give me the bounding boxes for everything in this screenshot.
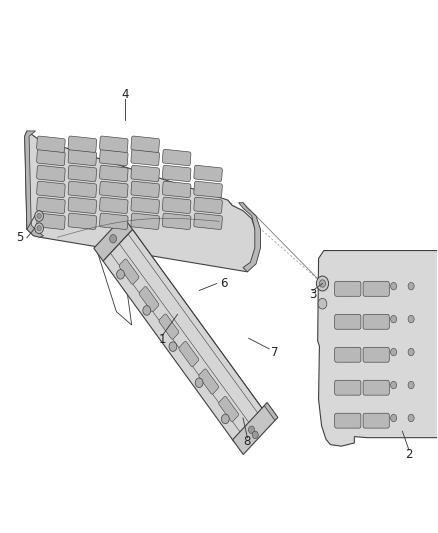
FancyBboxPatch shape — [99, 181, 128, 198]
FancyBboxPatch shape — [131, 181, 159, 198]
Circle shape — [117, 270, 124, 279]
Text: 6: 6 — [220, 277, 228, 290]
FancyBboxPatch shape — [194, 197, 223, 214]
Circle shape — [221, 414, 229, 424]
Circle shape — [391, 381, 397, 389]
Circle shape — [408, 316, 414, 323]
FancyBboxPatch shape — [162, 197, 191, 214]
FancyBboxPatch shape — [335, 413, 361, 428]
Polygon shape — [233, 402, 278, 455]
FancyBboxPatch shape — [363, 281, 389, 296]
FancyBboxPatch shape — [219, 397, 239, 422]
FancyBboxPatch shape — [194, 181, 223, 198]
Circle shape — [195, 378, 203, 387]
FancyBboxPatch shape — [37, 136, 65, 152]
Circle shape — [408, 381, 414, 389]
Circle shape — [391, 414, 397, 422]
Circle shape — [143, 306, 151, 315]
Circle shape — [37, 225, 41, 231]
FancyBboxPatch shape — [37, 197, 65, 214]
Circle shape — [169, 342, 177, 351]
FancyBboxPatch shape — [162, 149, 191, 166]
FancyBboxPatch shape — [131, 165, 159, 182]
FancyBboxPatch shape — [194, 213, 223, 230]
FancyBboxPatch shape — [68, 149, 97, 166]
FancyBboxPatch shape — [335, 314, 361, 329]
Polygon shape — [239, 203, 261, 272]
FancyBboxPatch shape — [99, 165, 128, 182]
Text: 3: 3 — [309, 288, 317, 301]
FancyBboxPatch shape — [162, 213, 191, 230]
FancyBboxPatch shape — [194, 165, 223, 182]
FancyBboxPatch shape — [179, 341, 199, 367]
Text: 7: 7 — [271, 346, 279, 359]
Circle shape — [318, 298, 327, 309]
FancyBboxPatch shape — [68, 197, 97, 214]
Circle shape — [316, 276, 328, 291]
Circle shape — [37, 213, 41, 219]
Circle shape — [248, 426, 254, 433]
FancyBboxPatch shape — [335, 380, 361, 395]
Text: 5: 5 — [16, 231, 23, 244]
FancyBboxPatch shape — [162, 165, 191, 182]
Circle shape — [252, 431, 258, 439]
FancyBboxPatch shape — [139, 286, 159, 312]
FancyBboxPatch shape — [68, 213, 97, 230]
FancyBboxPatch shape — [335, 281, 361, 296]
FancyBboxPatch shape — [37, 165, 65, 182]
Text: 2: 2 — [405, 448, 413, 461]
Polygon shape — [25, 131, 256, 272]
FancyBboxPatch shape — [335, 348, 361, 362]
Polygon shape — [25, 131, 43, 237]
FancyBboxPatch shape — [99, 136, 128, 152]
Circle shape — [319, 280, 325, 287]
FancyBboxPatch shape — [37, 213, 65, 230]
FancyBboxPatch shape — [131, 197, 159, 214]
FancyBboxPatch shape — [162, 181, 191, 198]
FancyBboxPatch shape — [363, 413, 389, 428]
FancyBboxPatch shape — [159, 314, 179, 339]
Circle shape — [408, 349, 414, 356]
Polygon shape — [264, 402, 278, 421]
FancyBboxPatch shape — [68, 165, 97, 182]
FancyBboxPatch shape — [37, 149, 65, 166]
FancyBboxPatch shape — [68, 136, 97, 152]
Circle shape — [110, 235, 117, 243]
FancyBboxPatch shape — [131, 149, 159, 166]
Circle shape — [35, 211, 43, 221]
Circle shape — [391, 316, 397, 323]
FancyBboxPatch shape — [99, 149, 128, 166]
FancyBboxPatch shape — [68, 181, 97, 198]
Polygon shape — [318, 251, 438, 446]
FancyBboxPatch shape — [363, 348, 389, 362]
Text: 8: 8 — [244, 435, 251, 448]
Circle shape — [408, 282, 414, 290]
Circle shape — [391, 349, 397, 356]
Circle shape — [391, 282, 397, 290]
Polygon shape — [103, 229, 264, 442]
FancyBboxPatch shape — [99, 213, 128, 230]
FancyBboxPatch shape — [131, 213, 159, 230]
FancyBboxPatch shape — [363, 380, 389, 395]
FancyBboxPatch shape — [37, 181, 65, 198]
FancyBboxPatch shape — [131, 136, 159, 152]
Polygon shape — [94, 216, 132, 261]
Circle shape — [35, 223, 43, 233]
FancyBboxPatch shape — [363, 314, 389, 329]
FancyBboxPatch shape — [119, 259, 139, 284]
FancyBboxPatch shape — [99, 197, 128, 214]
Text: 4: 4 — [121, 88, 129, 101]
Circle shape — [408, 414, 414, 422]
Text: 1: 1 — [159, 333, 166, 346]
FancyBboxPatch shape — [199, 369, 219, 394]
